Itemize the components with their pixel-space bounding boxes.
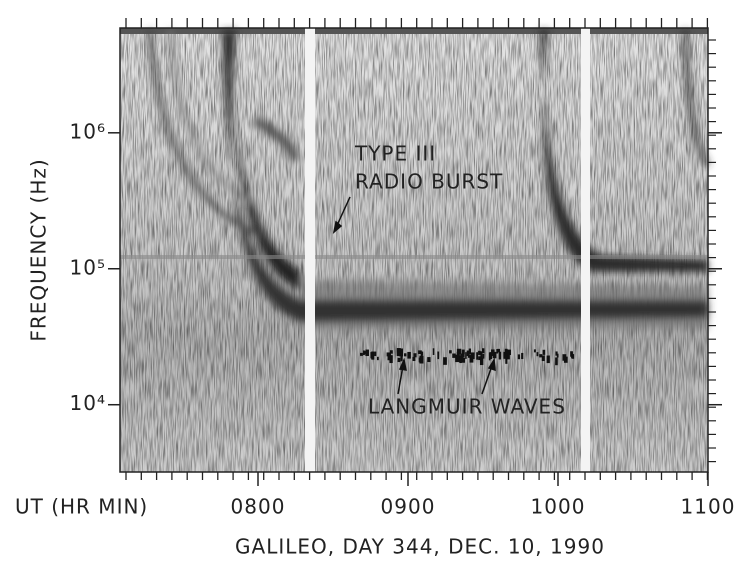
speck <box>465 352 467 359</box>
speck <box>496 349 498 354</box>
speck <box>413 353 416 357</box>
speck <box>374 352 376 356</box>
speck <box>407 352 411 359</box>
x-tick-label: 0900 <box>381 495 436 519</box>
speck <box>534 349 536 352</box>
y-axis-label: FREQUENCY (Hz) <box>27 158 51 341</box>
speck <box>521 353 523 359</box>
speck <box>360 353 363 356</box>
speck <box>371 352 374 360</box>
chart: FREQUENCY (Hz) UT (HR MIN) GALILEO, DAY … <box>0 0 736 562</box>
speck <box>505 350 509 354</box>
speck <box>476 352 478 359</box>
x-axis-label: UT (HR MIN) <box>15 495 148 519</box>
x-tick-label: 0800 <box>231 495 286 519</box>
speck <box>421 354 423 361</box>
speck <box>462 350 465 355</box>
speck <box>537 352 539 356</box>
speck <box>539 354 542 357</box>
speck <box>389 355 392 363</box>
speck <box>413 357 416 361</box>
speck <box>562 354 566 361</box>
speck <box>572 354 575 359</box>
speck <box>433 348 435 355</box>
annotation: LANGMUIR WAVES <box>368 395 566 419</box>
speck <box>449 350 452 353</box>
speck <box>467 351 470 357</box>
speck <box>443 357 447 365</box>
speck <box>404 353 406 356</box>
speck <box>547 356 550 364</box>
speck <box>390 350 393 353</box>
speck <box>482 354 484 359</box>
x-tick-label: 1100 <box>681 495 736 519</box>
speck <box>555 351 557 355</box>
speck <box>543 350 546 355</box>
speck <box>377 357 379 360</box>
speck <box>518 354 520 359</box>
speck <box>363 350 365 355</box>
speck <box>437 352 439 360</box>
speck <box>470 352 474 359</box>
speck <box>427 357 430 362</box>
speck <box>491 349 495 356</box>
x-tick-label: 1000 <box>531 495 586 519</box>
speck <box>480 358 483 365</box>
speck <box>555 357 558 365</box>
speck <box>455 355 459 362</box>
speck <box>397 348 401 356</box>
y-tick-label: 10⁵ <box>70 255 106 279</box>
y-tick-label: 10⁴ <box>70 391 106 415</box>
speck <box>499 352 501 360</box>
speck <box>482 348 484 353</box>
speck <box>478 351 481 355</box>
speck <box>397 358 400 362</box>
y-tick-label: 10⁶ <box>70 119 106 143</box>
annotation: RADIO BURST <box>355 170 503 194</box>
speck <box>419 358 421 363</box>
caption: GALILEO, DAY 344, DEC. 10, 1990 <box>235 535 605 559</box>
annotation: TYPE III <box>354 142 436 166</box>
